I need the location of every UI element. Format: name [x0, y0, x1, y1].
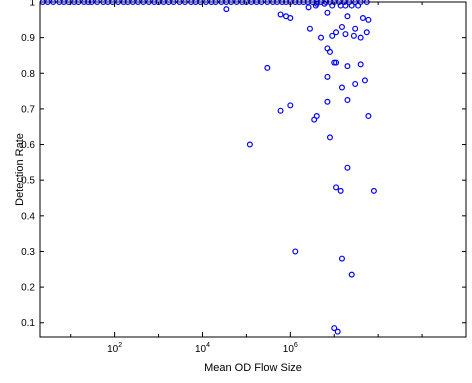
data-point [329, 2, 336, 9]
data-point [324, 73, 331, 80]
data-point [246, 141, 253, 148]
data-point [355, 2, 362, 9]
data-point [352, 80, 359, 87]
data-point [277, 107, 284, 114]
data-point [331, 325, 338, 332]
data-point [223, 6, 230, 13]
data-point [338, 84, 345, 91]
data-point [331, 59, 338, 66]
y-tick-label: 0.2 [21, 283, 35, 294]
y-tick-label: 0.9 [21, 33, 35, 44]
data-point [318, 34, 325, 41]
data-point [306, 25, 313, 32]
data-point [329, 32, 336, 39]
data-point [348, 2, 355, 9]
data-point [333, 29, 340, 36]
x-axis-label: Mean OD Flow Size [204, 362, 302, 374]
data-point [287, 15, 294, 22]
data-point [338, 255, 345, 262]
y-tick-label: 0.3 [21, 247, 35, 258]
data-point [365, 16, 372, 23]
y-tick-label: 0.8 [21, 69, 35, 80]
data-point [305, 4, 312, 11]
data-point [357, 61, 364, 68]
data-point [326, 48, 333, 55]
x-axis: 102 104 106 [70, 2, 467, 355]
data-point [370, 187, 377, 194]
data-point [350, 32, 357, 39]
data-point [359, 15, 366, 22]
y-axis-label: Detection Rate [14, 133, 26, 206]
y-axis: 0.1 0.2 0.3 0.4 0.5 0.6 0.7 0.8 0.9 1 [21, 0, 466, 329]
data-point [344, 97, 351, 104]
data-point [326, 134, 333, 141]
data-point [287, 102, 294, 109]
y-tick-label: 0.6 [21, 140, 35, 151]
data-point [338, 23, 345, 30]
data-point [344, 13, 351, 20]
y-tick-label: 0.7 [21, 104, 35, 115]
data-point [363, 29, 370, 36]
data-point [312, 2, 319, 9]
plot-points [39, 0, 377, 335]
y-tick-label: 1 [29, 0, 35, 9]
data-point [264, 64, 271, 71]
data-point [352, 25, 359, 32]
data-point [342, 2, 349, 9]
data-point [321, 0, 328, 7]
data-point [334, 328, 341, 335]
data-point [292, 248, 299, 255]
data-point [311, 116, 318, 123]
x-tick-label: 102 [107, 342, 122, 355]
data-point [361, 77, 368, 84]
data-point [344, 164, 351, 171]
data-point [333, 59, 340, 66]
data-point [277, 11, 284, 18]
data-point [337, 187, 344, 194]
data-point [324, 98, 331, 105]
data-point [348, 271, 355, 278]
y-tick-label: 0.1 [21, 318, 35, 329]
data-point [333, 184, 340, 191]
data-point [344, 63, 351, 70]
y-tick-label: 0.5 [21, 176, 35, 187]
plot-area-frame [39, 1, 467, 338]
data-point [324, 9, 331, 16]
data-point [357, 34, 364, 41]
x-tick-label: 106 [283, 342, 298, 355]
x-tick-label: 104 [195, 342, 210, 355]
data-point [365, 113, 372, 120]
y-tick-label: 0.4 [21, 211, 35, 222]
data-point [342, 31, 349, 38]
